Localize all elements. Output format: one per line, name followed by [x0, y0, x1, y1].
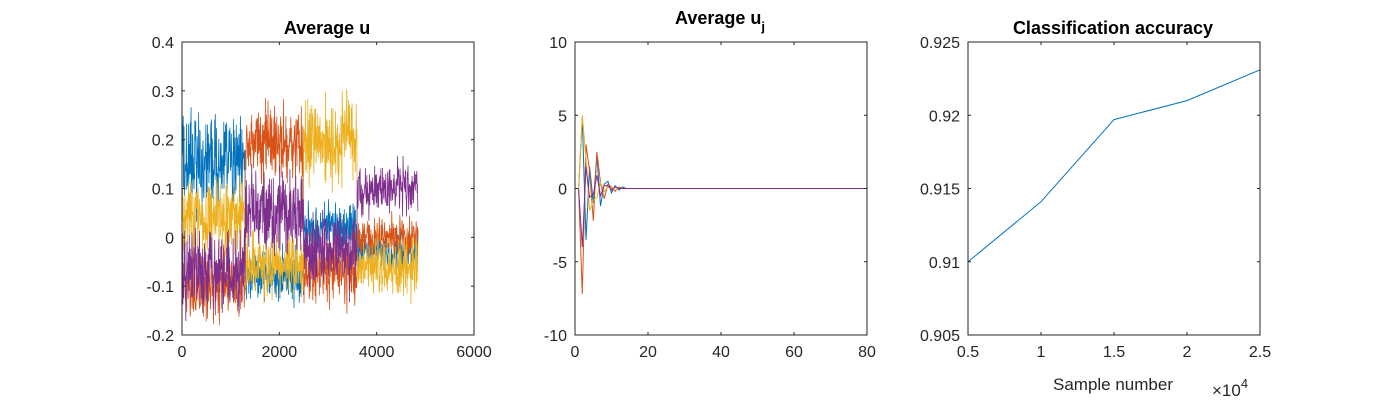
y-tick-label: 0.915	[920, 182, 960, 199]
y-tick-label: 0	[558, 182, 567, 199]
x-tick-label: 1	[1037, 344, 1046, 361]
y-tick-label: 0.1	[152, 182, 174, 199]
y-tick-label: 0.92	[929, 108, 960, 125]
y-tick-label: 0.3	[152, 84, 174, 101]
average-uj-plot-area: 0 20 40 60 80 -10 -5 0 5 10	[544, 35, 876, 361]
average-uj-series-group	[578, 115, 867, 295]
series-line-4	[578, 166, 867, 248]
classification-accuracy-plot-area: 0.5 1 1.5 2 2.5 0.905 0.91 0.915 0.92 0.925	[920, 35, 1271, 361]
y-tick-label: 0.4	[152, 35, 174, 52]
x-tick-label: 20	[639, 344, 657, 361]
x-axis-exponent-power: 4	[1241, 376, 1248, 391]
y-tick-label: 0.2	[152, 133, 174, 150]
average-uj-title: Average uj	[675, 8, 765, 34]
y-tick-label: 5	[558, 108, 567, 125]
series-line-4	[182, 155, 419, 322]
average-u-panel: Average u 0 2000 4000 6000 -0.2 -0.1 0 0.1 0.2 0.…	[146, 18, 491, 361]
y-tick-label: 0.925	[920, 35, 960, 52]
classification-accuracy-series-group	[968, 69, 1260, 263]
y-tick-label: 0.905	[920, 328, 960, 345]
y-tick-label: -10	[544, 328, 567, 345]
x-tick-label: 2	[1183, 344, 1192, 361]
classification-accuracy-title: Classification accuracy	[1013, 18, 1213, 38]
x-tick-label: 2.5	[1249, 344, 1271, 361]
average-uj-title-main: Average u	[675, 8, 761, 28]
classification-accuracy-panel: Classification accuracy 0.5 1 1.5 2 2.5 0.905…	[920, 18, 1271, 400]
y-tick-label: 10	[549, 35, 567, 52]
x-tick-label: 0	[571, 344, 580, 361]
average-uj-panel: Average uj 0 20 40 60 80 -10 -5 0 5 10	[544, 8, 876, 361]
x-tick-label: 2000	[262, 344, 298, 361]
x-axis-label: Sample number	[1053, 375, 1173, 394]
x-tick-label: 60	[785, 344, 803, 361]
x-tick-label: 0	[178, 344, 187, 361]
x-tick-label: 80	[858, 344, 876, 361]
y-tick-label: -5	[553, 255, 567, 272]
x-tick-label: 0.5	[957, 344, 979, 361]
series-line-3	[182, 89, 419, 304]
y-tick-label: 0.91	[929, 255, 960, 272]
average-uj-title-subscript: j	[760, 19, 765, 34]
x-tick-label: 1.5	[1103, 344, 1125, 361]
average-u-series-group	[182, 89, 419, 326]
y-tick-label: -0.1	[146, 279, 174, 296]
x-tick-label: 4000	[359, 344, 395, 361]
x-axis-exponent: ×104	[1212, 376, 1248, 400]
x-tick-label: 6000	[456, 344, 492, 361]
average-u-title: Average u	[284, 18, 370, 38]
average-u-plot-area: 0 2000 4000 6000 -0.2 -0.1 0 0.1 0.2 0.3 0.4	[146, 35, 491, 361]
x-tick-label: 40	[712, 344, 730, 361]
y-tick-label: 0	[165, 230, 174, 247]
series-line-1	[968, 69, 1260, 263]
series-line-2	[182, 98, 419, 326]
y-tick-label: -0.2	[146, 328, 174, 345]
x-axis-exponent-base: ×10	[1212, 381, 1241, 400]
